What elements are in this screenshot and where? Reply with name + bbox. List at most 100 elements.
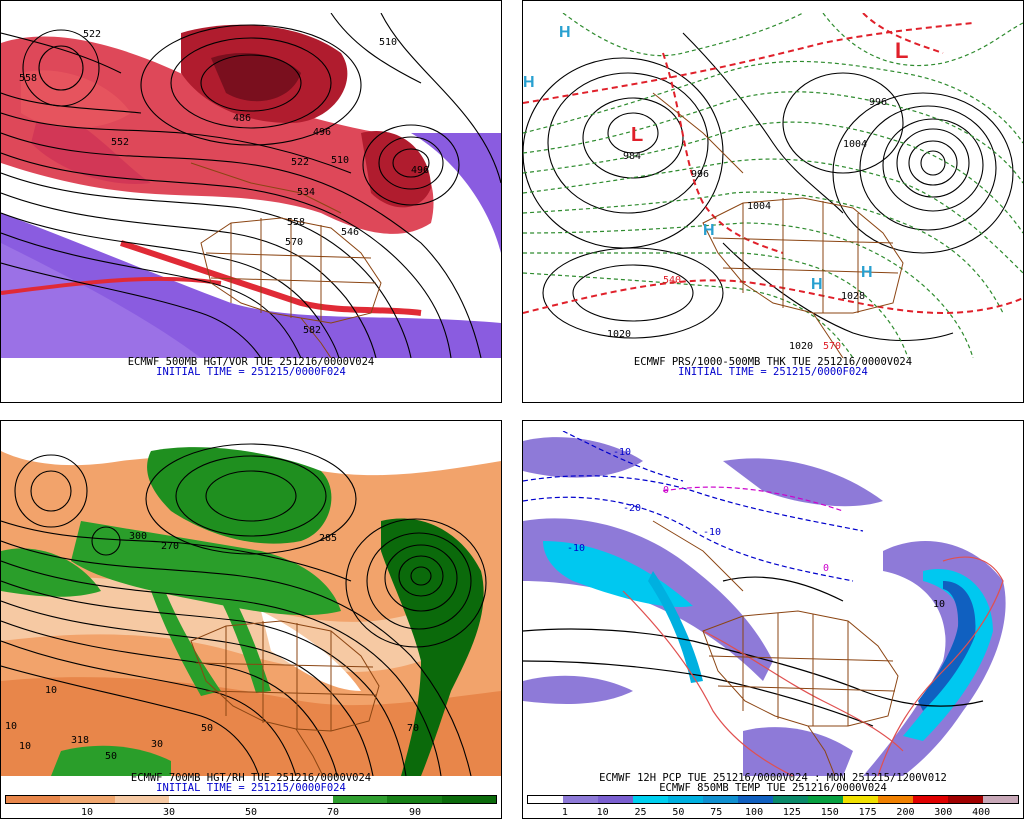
thickness-label: 570: [823, 341, 841, 352]
low-pressure-marker: L: [631, 124, 643, 146]
contour-label: 558: [287, 217, 305, 228]
thickness-label: 540: [663, 275, 681, 286]
precip-scale-ticks: 1 10 25 50 75 100 125 150 175 200 300 400: [527, 807, 1019, 818]
contour-label: 496: [313, 127, 331, 138]
map-500mb-vorticity: 558 522 510 486 496 522 510 496 534 558 …: [1, 13, 501, 358]
temp-label: -10: [567, 543, 585, 554]
contour-label: 270: [161, 541, 179, 552]
contour-label: 486: [233, 113, 251, 124]
contour-label: 510: [379, 37, 397, 48]
contour-label: 510: [331, 155, 349, 166]
rh-label: 30: [151, 739, 163, 750]
panel-pressure-thickness: L L H H H H H 1020 1020 984 996 1004 996…: [522, 0, 1024, 403]
scale-tick-label: 1: [561, 807, 568, 818]
rh-label: 10: [5, 721, 17, 732]
scale-swatch: [332, 796, 388, 803]
panel-precip-850mb-temp: -10 -20 -10 0 10 -10 0 ECMWF 12H PCP TUE…: [522, 420, 1024, 819]
high-pressure-marker: H: [811, 276, 823, 293]
scale-tick-label: 100: [745, 807, 764, 818]
rh-label: 70: [407, 723, 419, 734]
scale-swatch: [913, 796, 948, 803]
high-pressure-marker: H: [523, 74, 535, 91]
contour-label: 582: [303, 325, 321, 336]
scale-swatch: [6, 796, 61, 803]
panel-title: ECMWF 12H PCP TUE 251216/0000V024 : MON …: [599, 772, 947, 784]
contour-label: 496: [411, 165, 429, 176]
scale-tick-label: 125: [782, 807, 801, 818]
contour-label: 570: [285, 237, 303, 248]
panel-title: ECMWF 500MB HGT/VOR TUE 251216/0000V024: [127, 356, 375, 368]
scale-tick-label: 30: [162, 807, 176, 818]
scale-swatch: [387, 796, 442, 803]
contour-label: 285: [319, 533, 337, 544]
precip-color-scale: [527, 795, 1019, 804]
map-700mb-rh: 270 300 285 10 10 10 50 50 30 70 318: [1, 431, 501, 776]
scale-swatch: [808, 796, 843, 803]
scale-swatch: [668, 796, 703, 803]
scale-swatch: [278, 796, 333, 803]
initial-time-label: INITIAL TIME = 251215/0000F024: [678, 366, 868, 378]
scale-tick-label: 50: [672, 807, 685, 818]
scale-swatch: [528, 796, 563, 803]
scale-swatch: [223, 796, 279, 803]
contour-label: 318: [71, 735, 89, 746]
rh-label: 10: [45, 685, 57, 696]
scale-swatch: [878, 796, 913, 803]
isobar-label: 1004: [843, 139, 867, 150]
contour-label: 534: [297, 187, 315, 198]
rh-label: 50: [105, 751, 117, 762]
rh-label: 50: [201, 723, 213, 734]
scale-tick-label: 75: [710, 807, 723, 818]
map-pressure-thickness: L L H H H H H 1020 1020 984 996 1004 996…: [523, 13, 1023, 358]
scale-tick-label: 300: [934, 807, 953, 818]
scale-swatch: [773, 796, 808, 803]
map-precip-850mb-temp: -10 -20 -10 0 10 -10 0: [523, 431, 1023, 776]
scale-swatch: [983, 796, 1018, 803]
panel-subtitle: ECMWF 850MB TEMP TUE 251216/0000V024: [659, 782, 887, 794]
scale-swatch: [703, 796, 738, 803]
scale-swatch: [633, 796, 668, 803]
contour-label: 300: [129, 531, 147, 542]
scale-tick-label: 175: [858, 807, 877, 818]
isobar-label: 996: [691, 169, 709, 180]
temp-label: 0: [823, 563, 829, 574]
panel-title: ECMWF 700MB HGT/RH TUE 251216/0000V024: [130, 772, 372, 784]
scale-swatch: [60, 796, 115, 803]
scale-swatch: [738, 796, 773, 803]
scale-tick-label: 90: [408, 807, 422, 818]
scale-tick-label: 150: [820, 807, 839, 818]
high-pressure-marker: H: [861, 264, 873, 281]
temp-label: 10: [933, 599, 945, 610]
high-pressure-marker: H: [703, 222, 715, 239]
scale-tick-label: 10: [80, 807, 94, 818]
scale-swatch: [441, 796, 496, 803]
temp-label: -10: [613, 447, 631, 458]
isobar-label: 984: [623, 151, 641, 162]
isobar-label: 1028: [841, 291, 865, 302]
contour-label: 558: [19, 73, 37, 84]
contour-label: 522: [291, 157, 309, 168]
scale-tick-label: 200: [896, 807, 915, 818]
contour-label: 552: [111, 137, 129, 148]
temp-label: -20: [623, 503, 641, 514]
contour-label: 522: [83, 29, 101, 40]
temp-label: -10: [703, 527, 721, 538]
initial-time-label: INITIAL TIME = 251215/0000F024: [156, 782, 346, 794]
low-pressure-marker: L: [895, 38, 908, 63]
scale-tick-label: 50: [244, 807, 258, 818]
scale-swatch: [563, 796, 598, 803]
scale-tick-label: 25: [634, 807, 647, 818]
rh-label: 10: [19, 741, 31, 752]
scale-swatch: [843, 796, 878, 803]
scale-swatch: [948, 796, 983, 803]
scale-tick-label: 70: [326, 807, 340, 818]
high-pressure-marker: H: [559, 24, 571, 41]
isobar-label: 996: [869, 97, 887, 108]
isobar-label: 1020: [607, 329, 631, 340]
panel-title: ECMWF PRS/1000-500MB THK TUE 251216/0000…: [633, 356, 913, 368]
isobar-label: 1004: [747, 201, 771, 212]
panel-700mb-height-rh: 270 300 285 10 10 10 50 50 30 70 318 ECM…: [0, 420, 502, 819]
isobar-label: 1020: [789, 341, 813, 352]
scale-swatch: [114, 796, 170, 803]
initial-time-label: INITIAL TIME = 251215/0000F024: [156, 366, 346, 378]
